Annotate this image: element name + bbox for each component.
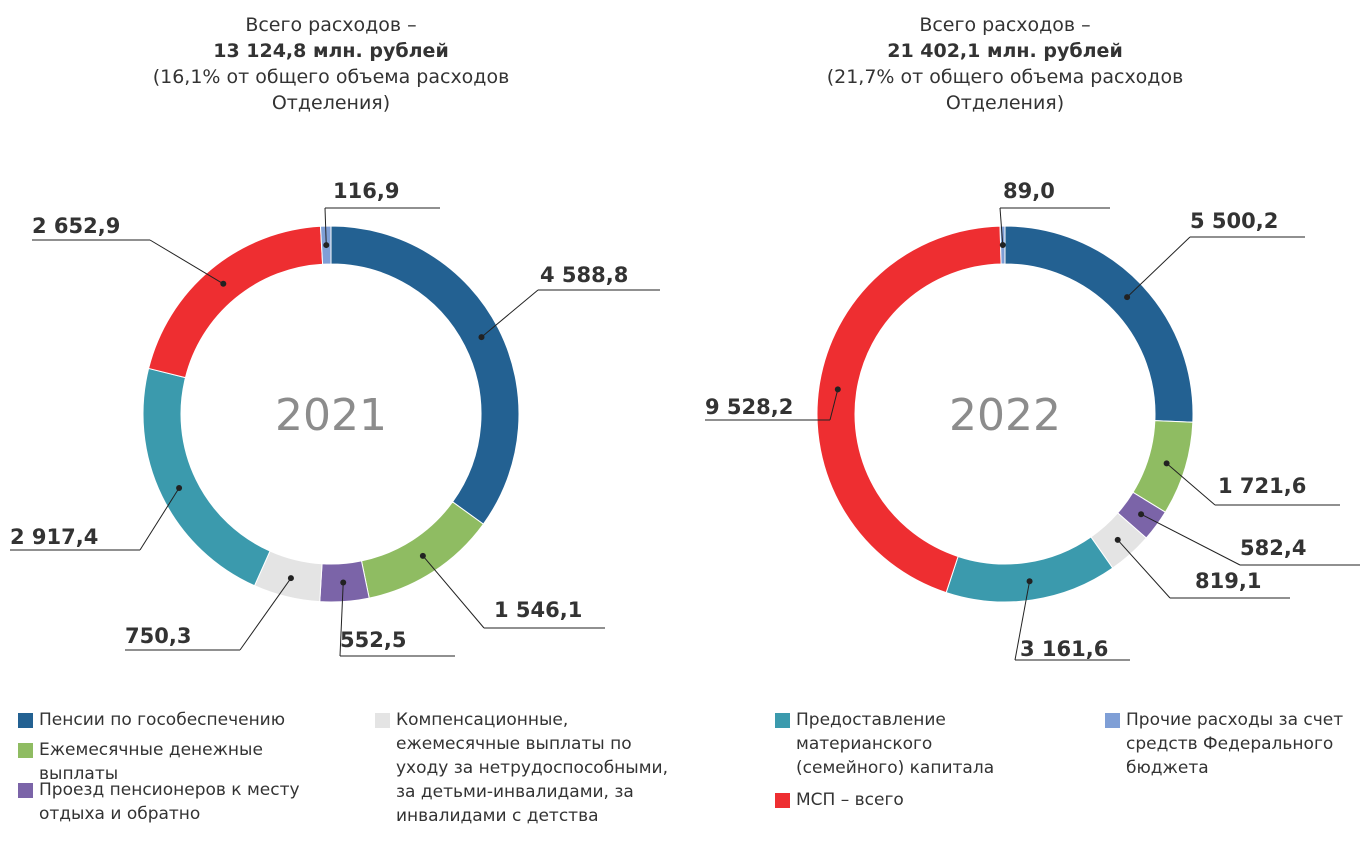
- legend-item: Предоставление материанского (семейного)…: [775, 708, 1005, 780]
- leader-line: [1166, 463, 1216, 506]
- legend-swatch: [775, 713, 790, 728]
- leader-dot: [419, 552, 426, 559]
- donut-segment: [360, 501, 485, 599]
- leader-dot: [1114, 536, 1121, 543]
- leader-dot: [1026, 578, 1033, 585]
- donut-segment: [816, 225, 1002, 594]
- legend-text: Прочие расходы за счет средств Федеральн…: [1126, 710, 1344, 778]
- leader-line: [339, 582, 344, 657]
- legend-item: Ежемесячные денежные выплаты: [18, 738, 318, 786]
- title-line: Отделения): [271, 92, 391, 114]
- value-label: 552,5: [340, 628, 406, 652]
- leader-dot: [323, 242, 330, 249]
- center-label: 2022: [949, 390, 1061, 441]
- legend-swatch: [18, 713, 33, 728]
- legend-swatch: [375, 713, 390, 728]
- leader-line: [999, 207, 1004, 246]
- leader-line: [149, 239, 224, 285]
- leader-line: [1126, 236, 1191, 298]
- leader-line: [829, 389, 839, 421]
- title-line: Всего расходов –: [919, 14, 1091, 36]
- legend-item: Проезд пенсионеров к месту отдыха и обра…: [18, 778, 328, 826]
- value-label: 2 652,9: [32, 214, 120, 238]
- leader-line: [481, 289, 539, 338]
- charts: 4 588,8 1 546,1 552,5 750,3 2 917,4 2 652,9 11…: [10, 179, 1360, 661]
- legend-swatch: [18, 783, 33, 798]
- legend-item: Прочие расходы за счет средств Федеральн…: [1105, 708, 1345, 780]
- leader-dot: [1124, 294, 1131, 301]
- leader-line: [1140, 513, 1241, 566]
- leader-line: [1014, 581, 1031, 661]
- leader-dot: [1163, 460, 1170, 467]
- legend-swatch: [18, 743, 33, 758]
- leader-line: [324, 207, 327, 246]
- leader-dot: [176, 485, 183, 492]
- chart-header: Всего расходов – 13 124,8 млн. рублей (1…: [101, 12, 561, 116]
- legend-text: Предоставление материанского (семейного)…: [796, 710, 995, 778]
- value-label: 2 917,4: [10, 525, 98, 549]
- title-line: Отделения): [945, 92, 1065, 114]
- value-label: 5 500,2: [1190, 209, 1278, 233]
- legend-item: Пенсии по гособеспечению: [18, 708, 318, 732]
- value-label: 1 721,6: [1218, 474, 1306, 498]
- leader-line: [139, 487, 180, 551]
- legend-text: Компенсационные, ежемесячные выплаты по …: [396, 710, 668, 826]
- value-label: 750,3: [125, 624, 191, 648]
- title-line: 21 402,1 млн. рублей: [887, 40, 1123, 62]
- value-label: 9 528,2: [705, 395, 793, 419]
- legend-text: МСП – всего: [796, 790, 904, 810]
- leader-dot: [999, 242, 1006, 249]
- legend-swatch: [1105, 713, 1120, 728]
- legend-swatch: [775, 793, 790, 808]
- value-label: 116,9: [333, 179, 399, 203]
- title-line: 13 124,8 млн. рублей: [213, 40, 449, 62]
- leader-dot: [1138, 511, 1145, 518]
- title-line: Всего расходов –: [245, 14, 417, 36]
- legend-item: Компенсационные, ежемесячные выплаты по …: [375, 708, 675, 828]
- title-line: (21,7% от общего объема расходов: [826, 66, 1184, 88]
- value-label: 4 588,8: [540, 263, 628, 287]
- leader-line: [422, 555, 485, 629]
- leader-dot: [287, 575, 294, 582]
- leader-dot: [834, 386, 841, 393]
- legend-text: Ежемесячные денежные выплаты: [39, 740, 263, 784]
- value-label: 582,4: [1240, 536, 1306, 560]
- donut-segment: [330, 225, 520, 525]
- value-label: 1 546,1: [494, 598, 582, 622]
- title-line: (16,1% от общего объема расходов: [152, 66, 510, 88]
- legend-text: Проезд пенсионеров к месту отдыха и обра…: [39, 780, 300, 824]
- legend-text: Пенсии по гособеспечению: [39, 710, 286, 730]
- legend-item: МСП – всего: [775, 788, 1005, 812]
- value-label: 3 161,6: [1020, 637, 1108, 661]
- chart-header: Всего расходов – 21 402,1 млн. рублей (2…: [775, 12, 1235, 116]
- leader-dot: [220, 280, 227, 287]
- donut-segment: [142, 367, 271, 587]
- center-label: 2021: [275, 390, 387, 441]
- leader-dot: [478, 334, 485, 341]
- value-label: 819,1: [1195, 569, 1261, 593]
- donut-segment: [147, 225, 324, 379]
- value-label: 89,0: [1003, 179, 1055, 203]
- leader-line: [1117, 539, 1171, 599]
- leader-dot: [340, 579, 347, 586]
- donut-segment: [945, 536, 1114, 603]
- leader-line: [239, 577, 292, 651]
